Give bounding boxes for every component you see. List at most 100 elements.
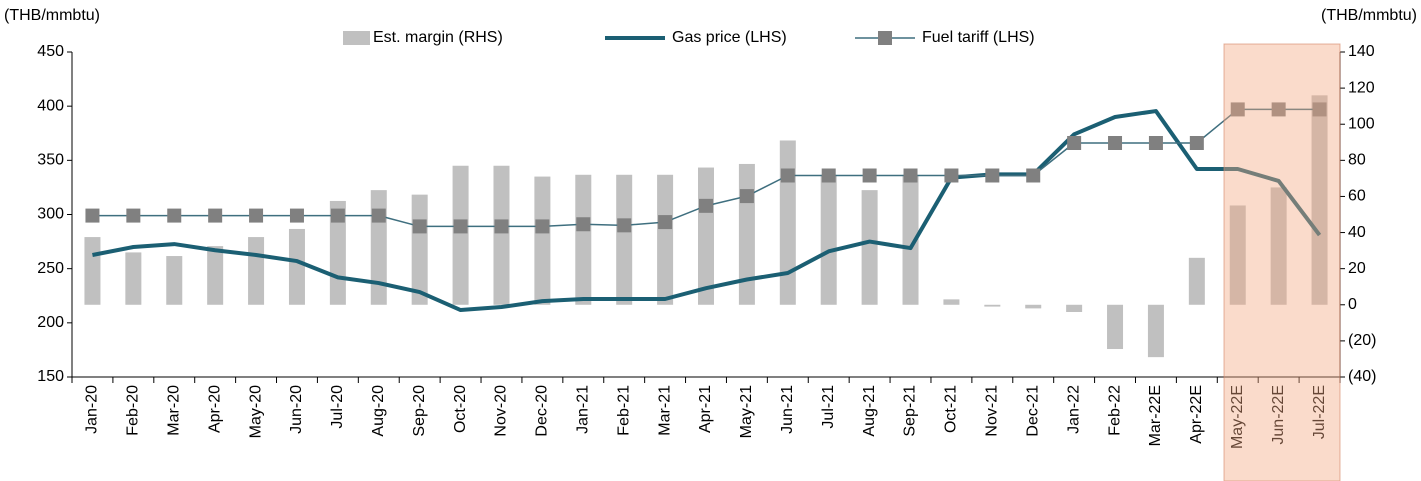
x-tick-label: Nov-20 (493, 385, 510, 437)
marker (658, 215, 673, 230)
marker (1026, 168, 1041, 183)
x-tick-label: Dec-21 (1024, 385, 1041, 437)
x-tick-label: Mar-20 (165, 385, 182, 436)
marker (208, 208, 223, 223)
y2-tick-label: (40) (1348, 368, 1376, 385)
bar (125, 252, 142, 305)
x-tick-label: May-20 (247, 385, 264, 438)
marker (330, 208, 345, 223)
marker (494, 219, 509, 234)
bar (248, 237, 265, 305)
x-tick-label: Aug-20 (370, 385, 387, 437)
marker (1148, 136, 1163, 150)
bar (411, 194, 428, 305)
legend-label: Est. margin (RHS) (373, 29, 503, 46)
x-tick-label: Oct-21 (943, 385, 960, 433)
bar (166, 256, 183, 305)
x-tick-label: Feb-21 (615, 385, 632, 436)
forecast-shade (1223, 43, 1341, 481)
marker (453, 219, 468, 234)
bar (1188, 257, 1205, 305)
line (92, 109, 1322, 313)
y-tick-label: 350 (37, 152, 64, 169)
x-tick-label: Jun-21 (779, 385, 796, 434)
marker (821, 168, 836, 183)
y2-tick-label: 100 (1348, 115, 1375, 132)
marker (1108, 136, 1123, 150)
bar (575, 174, 592, 305)
x-tick-label: Apr-22E (1188, 385, 1205, 444)
marker (126, 208, 141, 223)
x-tick-label: Jul-21 (820, 385, 837, 429)
y2-axis-label: (THB/mmbtu) (1321, 7, 1417, 24)
x-tick-label: Mar-21 (656, 385, 673, 436)
marker (1271, 102, 1286, 117)
x-tick-label: Jan-22 (1065, 385, 1082, 434)
y2-tick-label: 120 (1348, 79, 1375, 96)
marker (739, 189, 754, 204)
x-tick-label: Oct-20 (452, 385, 469, 433)
x-tick-label: Dec-20 (534, 385, 551, 437)
y-tick-label: 200 (37, 314, 64, 331)
y2-tick-label: 40 (1348, 224, 1366, 241)
x-tick-label: Jul-20 (329, 385, 346, 429)
marker (862, 168, 877, 183)
x-tick-label: Jul-22E (1311, 385, 1328, 439)
marker (412, 219, 427, 234)
marker (1230, 102, 1245, 117)
bar (779, 140, 796, 305)
bar (288, 228, 305, 305)
y-tick-label: 150 (37, 368, 64, 385)
legend-marker (878, 31, 892, 45)
bar (1066, 304, 1083, 312)
x-tick-label: Feb-22 (1106, 385, 1123, 436)
bar (534, 176, 551, 305)
y-tick-label: 300 (37, 206, 64, 223)
marker (903, 168, 918, 183)
y2-tick-label: 80 (1348, 152, 1366, 169)
bar (370, 190, 387, 305)
bar (452, 165, 469, 305)
y-tick-label: 400 (37, 97, 64, 114)
bar (943, 299, 960, 305)
y2-tick-label: (20) (1348, 332, 1376, 349)
marker (371, 208, 386, 223)
marker (1312, 102, 1327, 117)
x-tick-label: Jun-22E (1270, 385, 1287, 445)
bar (820, 174, 837, 305)
bar (1270, 187, 1287, 305)
y2-tick-label: 60 (1348, 188, 1366, 205)
x-tick-label: Jan-21 (575, 385, 592, 434)
bar (493, 165, 510, 305)
y-axis-label: (THB/mmbtu) (4, 7, 100, 24)
legend-swatch (343, 31, 370, 45)
marker (85, 208, 100, 223)
x-tick-label: Aug-21 (861, 385, 878, 437)
marker (699, 198, 713, 213)
bar (1311, 95, 1328, 305)
marker (576, 217, 591, 232)
x-tick-label: May-22E (1229, 385, 1246, 449)
x-tick-label: Jun-20 (288, 385, 305, 434)
x-tick-label: Sep-20 (411, 385, 428, 437)
bar (616, 174, 633, 305)
x-tick-label: Apr-20 (206, 385, 223, 433)
marker (617, 218, 632, 233)
marker (985, 168, 1000, 183)
bar (84, 237, 101, 305)
marker (535, 219, 550, 234)
bar (1025, 304, 1042, 309)
x-tick-label: Jan-20 (84, 385, 101, 434)
y-tick-label: 450 (37, 43, 64, 60)
legend-label: Gas price (LHS) (672, 29, 787, 46)
bar (1229, 205, 1246, 305)
marker (289, 208, 304, 223)
marker (167, 208, 182, 223)
marker (780, 168, 795, 183)
x-tick-label: Mar-22E (1147, 385, 1164, 446)
marker (249, 208, 264, 223)
x-tick-label: Sep-21 (902, 385, 919, 437)
y2-tick-label: 140 (1348, 43, 1375, 60)
bar (1107, 304, 1124, 350)
x-tick-label: Apr-21 (697, 385, 714, 433)
